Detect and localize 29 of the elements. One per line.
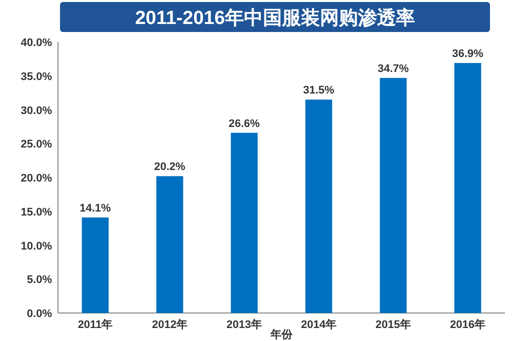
data-label: 36.9% <box>452 48 484 60</box>
bar <box>230 132 258 313</box>
chart-title: 2011-2016年中国服装网购渗透率 <box>135 7 415 29</box>
y-tick-label: 15.0% <box>20 206 52 218</box>
x-tick-label: 2012年 <box>152 318 188 331</box>
x-tick-label: 2013年 <box>226 318 262 331</box>
data-label: 14.1% <box>80 202 112 214</box>
bar <box>305 100 332 313</box>
data-label: 20.2% <box>154 161 186 174</box>
x-tick-label: 2016年 <box>450 318 486 331</box>
data-label: 34.7% <box>378 62 410 75</box>
x-axis-title: 年份 <box>270 328 294 341</box>
data-label: 26.6% <box>228 118 260 130</box>
y-tick-label: 20.0% <box>20 172 52 184</box>
y-tick-label: 40.0% <box>20 37 52 49</box>
bar <box>454 63 482 313</box>
x-tick-label: 2015年 <box>376 318 411 331</box>
y-tick-label: 0.0% <box>26 308 52 320</box>
y-tick-label: 10.0% <box>20 240 52 252</box>
y-tick-label: 35.0% <box>20 70 52 83</box>
y-tick-label: 5.0% <box>26 274 52 286</box>
data-label: 31.5% <box>303 84 335 97</box>
bar <box>380 78 407 313</box>
y-tick-label: 30.0% <box>20 104 52 117</box>
x-tick-label: 2011年 <box>78 318 113 331</box>
x-tick-label: 2014年 <box>301 318 336 331</box>
bar <box>156 176 184 313</box>
y-tick-label: 25.0% <box>20 138 52 151</box>
bar <box>82 217 109 313</box>
